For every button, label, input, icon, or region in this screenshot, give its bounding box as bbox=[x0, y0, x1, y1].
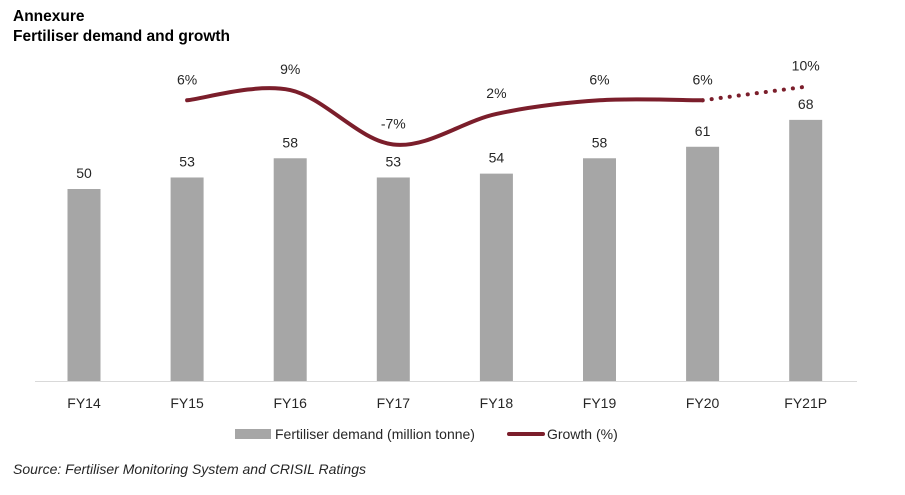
growth-data-label: 6% bbox=[177, 71, 197, 87]
legend-line-swatch bbox=[506, 432, 545, 436]
x-tick-label: FY16 bbox=[273, 395, 307, 411]
demand-data-label: 68 bbox=[798, 96, 814, 112]
annexure-heading: Annexure bbox=[13, 8, 85, 25]
growth-data-label: 9% bbox=[280, 61, 300, 77]
legend-demand-label: Fertiliser demand (million tonne) bbox=[275, 426, 475, 442]
growth-data-label: 10% bbox=[792, 58, 820, 74]
demand-bar-FY19 bbox=[583, 158, 616, 381]
growth-line bbox=[185, 86, 705, 147]
demand-bar-FY15 bbox=[170, 177, 204, 381]
growth-data-label: 2% bbox=[486, 85, 506, 101]
demand-data-label: 61 bbox=[695, 123, 711, 139]
demand-bar-FY14 bbox=[67, 189, 101, 381]
demand-data-label: 50 bbox=[76, 165, 92, 181]
growth-data-label: 6% bbox=[589, 71, 609, 87]
source-note: Source: Fertiliser Monitoring System and… bbox=[13, 461, 366, 477]
x-tick-label: FY15 bbox=[170, 395, 204, 411]
demand-bar-FY16 bbox=[273, 158, 307, 381]
x-tick-label: FY14 bbox=[67, 395, 101, 411]
chart-legend: Fertiliser demand (million tonne) Growth… bbox=[235, 426, 618, 442]
legend-bar-swatch bbox=[235, 429, 271, 439]
x-tick-label: FY20 bbox=[686, 395, 720, 411]
growth-data-label: -7% bbox=[381, 116, 406, 132]
chart-title: Fertiliser demand and growth bbox=[13, 28, 231, 45]
demand-data-label: 58 bbox=[592, 134, 608, 150]
demand-bar-FY17 bbox=[376, 177, 410, 381]
x-tick-label: FY21P bbox=[784, 395, 827, 411]
legend-growth-label: Growth (%) bbox=[546, 426, 618, 442]
demand-data-label: 58 bbox=[282, 134, 298, 150]
demand-bar-FY20 bbox=[686, 146, 720, 381]
demand-data-label: 53 bbox=[386, 153, 402, 169]
demand-data-label: 53 bbox=[179, 153, 195, 169]
x-tick-label: FY17 bbox=[377, 395, 411, 411]
chart-plot: 50 53 58 53 54 58 61 68 FY14 FY15 FY16 FY17 FY18 FY1… bbox=[35, 58, 857, 411]
growth-data-label: 6% bbox=[692, 71, 712, 87]
x-tick-label: FY18 bbox=[480, 395, 514, 411]
growth-line-projected bbox=[700, 84, 808, 103]
demand-bar-FY18 bbox=[479, 173, 513, 381]
demand-data-label: 54 bbox=[489, 150, 505, 166]
demand-bar-FY21P bbox=[789, 119, 823, 381]
x-tick-label: FY19 bbox=[583, 395, 617, 411]
